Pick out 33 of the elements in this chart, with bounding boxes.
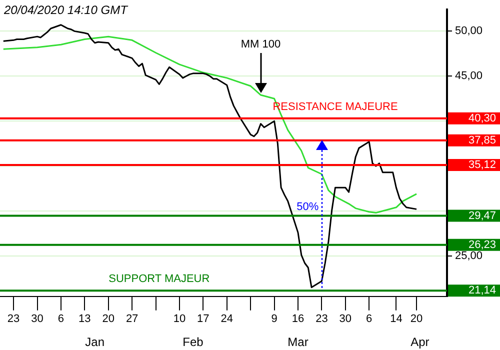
- x2-tick-label: Feb: [182, 335, 204, 350]
- x-tick-label: 24: [220, 313, 234, 326]
- x-tick-label: 13: [78, 313, 91, 326]
- x2-tick-label: Mar: [288, 335, 308, 350]
- y-tick-label: 50,00: [455, 25, 483, 38]
- x2-tick-label: Jan: [85, 335, 104, 350]
- annotation: SUPPORT MAJEUR: [108, 273, 210, 286]
- chart-title: 20/04/2020 14:10 GMT: [4, 3, 128, 17]
- ref-line-label: 21,14: [468, 284, 496, 297]
- ref-line-label: 26,23: [468, 238, 496, 251]
- x-tick-label: 20: [410, 313, 423, 326]
- annotation: 50%: [296, 201, 319, 214]
- x2-tick-label: Apr: [410, 335, 430, 350]
- x-tick-label: 17: [197, 313, 210, 326]
- x-tick-label: 20: [102, 313, 114, 326]
- x-tick-label: 6: [58, 313, 64, 326]
- x-tick-label: 14: [390, 313, 402, 326]
- x-tick-label: 10: [173, 313, 186, 326]
- y-tick-label: 25,00: [455, 250, 483, 262]
- x-tick-label: 27: [126, 313, 138, 326]
- x-tick-label: 23: [7, 313, 20, 326]
- y-tick-label: 45,00: [455, 70, 483, 82]
- ref-line-label: 29,47: [468, 210, 496, 222]
- x-tick-label: 6: [366, 313, 372, 326]
- ref-line-label: 37,85: [468, 134, 496, 146]
- x-tick-label: 9: [271, 313, 278, 326]
- x-tick-label: 16: [292, 313, 304, 326]
- ref-line-label: 35,12: [468, 158, 496, 171]
- ref-line-label: 40,30: [468, 112, 496, 124]
- x-tick-label: 23: [316, 313, 328, 326]
- x-tick-label: 30: [31, 313, 44, 326]
- x-tick-label: 30: [339, 313, 352, 326]
- text: MM 100: [240, 38, 281, 51]
